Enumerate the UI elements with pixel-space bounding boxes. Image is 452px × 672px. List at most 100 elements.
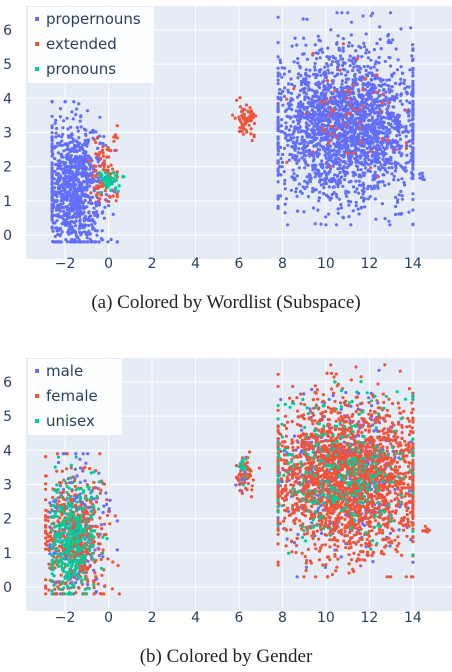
data-point-propernouns xyxy=(393,160,398,164)
data-point-propernouns xyxy=(55,208,59,212)
data-point-propernouns xyxy=(87,154,91,158)
data-point-propernouns xyxy=(315,73,319,78)
data-point-propernouns xyxy=(276,204,280,208)
data-point-female xyxy=(323,521,328,526)
data-point-propernouns xyxy=(97,240,101,244)
x-tick-label: 10 xyxy=(317,256,335,272)
data-point-propernouns xyxy=(311,189,315,193)
data-point-propernouns xyxy=(361,94,365,98)
data-point-propernouns xyxy=(315,124,319,128)
data-point-propernouns xyxy=(337,118,341,122)
data-point-propernouns xyxy=(57,143,62,147)
data-point-propernouns xyxy=(375,129,379,134)
data-point-propernouns xyxy=(404,134,408,138)
data-point-propernouns xyxy=(358,111,362,116)
data-point-propernouns xyxy=(359,78,364,82)
data-point-propernouns xyxy=(351,209,355,213)
data-point-propernouns xyxy=(69,154,73,158)
data-point-propernouns xyxy=(305,117,309,121)
data-point-propernouns xyxy=(334,154,338,158)
data-point-propernouns xyxy=(354,200,358,204)
data-point-propernouns xyxy=(387,38,391,43)
data-point-propernouns xyxy=(352,91,356,95)
data-point-propernouns xyxy=(411,155,415,159)
legend-label-pronouns[interactable]: pronouns xyxy=(46,60,116,78)
data-point-propernouns xyxy=(59,189,63,193)
data-point-extended xyxy=(376,175,380,179)
data-point-propernouns xyxy=(98,115,102,119)
data-point-male xyxy=(86,559,90,563)
data-point-female xyxy=(77,586,81,590)
data-point-extended xyxy=(359,140,363,144)
data-point-propernouns xyxy=(65,142,69,146)
data-point-propernouns xyxy=(303,179,307,183)
data-point-propernouns xyxy=(369,184,373,188)
data-point-female xyxy=(99,488,103,492)
data-point-propernouns xyxy=(305,124,309,128)
data-point-propernouns xyxy=(360,195,364,200)
data-point-propernouns xyxy=(292,172,296,176)
data-point-propernouns xyxy=(382,87,386,92)
data-point-propernouns xyxy=(325,124,329,128)
legend-swatch-pronouns[interactable] xyxy=(35,67,39,71)
data-point-propernouns xyxy=(328,198,332,202)
data-point-propernouns xyxy=(342,155,346,159)
data-point-propernouns xyxy=(92,220,96,224)
data-point-propernouns xyxy=(289,124,293,128)
data-point-propernouns xyxy=(291,156,295,160)
data-point-propernouns xyxy=(356,168,360,172)
data-point-propernouns xyxy=(278,88,282,92)
data-point-propernouns xyxy=(67,228,71,232)
data-point-extended xyxy=(344,113,348,117)
data-point-propernouns xyxy=(297,166,301,170)
data-point-extended xyxy=(345,151,350,155)
data-point-extended xyxy=(101,154,105,158)
legend-swatch-propernouns[interactable] xyxy=(35,17,39,21)
data-point-propernouns xyxy=(62,119,66,123)
data-point-extended xyxy=(356,57,360,61)
data-point-male xyxy=(320,531,324,536)
data-point-propernouns xyxy=(327,185,331,189)
data-point-propernouns xyxy=(56,151,60,155)
data-point-propernouns xyxy=(336,152,340,156)
data-point-propernouns xyxy=(299,83,304,87)
data-point-propernouns xyxy=(50,161,54,165)
data-point-extended xyxy=(319,100,323,105)
data-point-propernouns xyxy=(408,144,412,148)
data-point-propernouns xyxy=(284,121,288,125)
data-point-male xyxy=(377,368,381,372)
data-point-propernouns xyxy=(335,11,339,15)
data-point-propernouns xyxy=(364,152,368,156)
data-point-propernouns xyxy=(351,185,356,189)
data-point-propernouns xyxy=(306,101,310,105)
data-point-propernouns xyxy=(364,32,368,36)
data-point-propernouns xyxy=(74,216,78,220)
data-point-propernouns xyxy=(390,96,394,100)
data-point-propernouns xyxy=(400,165,404,169)
data-point-propernouns xyxy=(411,71,415,75)
legend-label-propernouns[interactable]: propernouns xyxy=(46,10,141,28)
data-point-extended xyxy=(323,99,327,103)
data-point-propernouns xyxy=(401,125,405,129)
data-point-propernouns xyxy=(94,201,98,205)
data-point-propernouns xyxy=(346,77,351,81)
data-point-male xyxy=(107,507,111,511)
series-propernouns xyxy=(50,11,426,244)
data-point-propernouns xyxy=(350,130,354,134)
data-point-propernouns xyxy=(369,77,373,81)
data-point-male xyxy=(78,492,82,496)
data-point-propernouns xyxy=(349,20,354,24)
data-point-propernouns xyxy=(362,100,366,104)
legend-label-extended[interactable]: extended xyxy=(46,35,117,53)
legend-swatch-extended[interactable] xyxy=(35,42,39,46)
data-point-propernouns xyxy=(77,204,82,208)
data-point-propernouns xyxy=(336,173,340,177)
data-point-extended xyxy=(102,159,106,163)
legend: propernouns extended pronouns xyxy=(28,7,154,83)
data-point-propernouns xyxy=(69,231,73,235)
data-point-propernouns xyxy=(331,60,335,64)
data-point-propernouns xyxy=(54,131,58,135)
data-point-pronouns xyxy=(117,184,121,188)
data-point-propernouns xyxy=(318,174,322,178)
data-point-propernouns xyxy=(78,148,82,152)
